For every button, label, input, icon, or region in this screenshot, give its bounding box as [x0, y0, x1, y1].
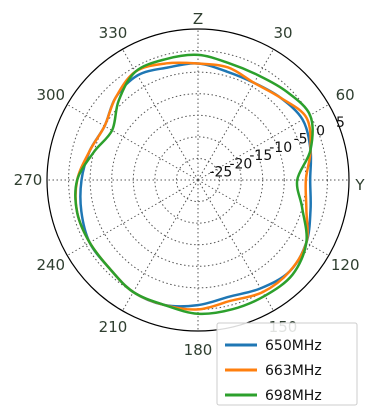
radial-tick-label: -15 — [249, 148, 272, 164]
angle-gridline — [197, 48, 274, 181]
angle-tick-label: 240 — [36, 256, 65, 274]
radial-gridline — [68, 50, 328, 310]
axis-name-top: Z — [193, 10, 203, 28]
angle-tick-label: 30 — [273, 24, 292, 42]
angle-tick-label: 330 — [99, 24, 128, 42]
legend: 650MHz 663MHz 698MHz — [216, 322, 358, 406]
angle-gridline — [122, 179, 199, 312]
angle-gridline — [66, 104, 199, 181]
radial-tick-label: 5 — [336, 115, 345, 131]
radial-tick-label: -10 — [269, 140, 292, 156]
legend-label-1: 663MHz — [265, 363, 322, 379]
grid — [46, 28, 350, 332]
angle-tick-label: 300 — [36, 86, 65, 104]
angle-tick-label: 60 — [336, 86, 355, 104]
radial-tick-label: -25 — [209, 165, 232, 181]
axis-name-right: Y — [354, 176, 365, 194]
series-line-1 — [74, 61, 312, 311]
radial-gridline — [154, 136, 242, 224]
radial-tick-label: -5 — [294, 132, 308, 148]
series-group — [74, 53, 314, 316]
polar-frame — [46, 28, 350, 332]
legend-label-0: 650MHz — [265, 338, 322, 354]
radial-gridline — [175, 157, 221, 203]
angle-gridline — [66, 179, 199, 256]
angle-gridline — [122, 48, 199, 181]
radial-tick-label: -20 — [229, 157, 252, 173]
radial-tick-label: 0 — [316, 124, 325, 140]
radial-gridline — [132, 114, 264, 246]
radial-gridline — [111, 93, 285, 267]
series-line-2 — [74, 53, 314, 316]
labels: 3060120150180210240270300330-25-20-15-10… — [14, 24, 360, 359]
angle-gridline — [197, 179, 274, 312]
angle-gridline — [197, 179, 330, 256]
angle-tick-label: 210 — [99, 318, 128, 336]
angle-tick-label: 180 — [184, 341, 213, 359]
angle-gridline — [197, 104, 330, 181]
legend-label-2: 698MHz — [265, 388, 322, 404]
angle-tick-label: 120 — [331, 256, 360, 274]
angle-tick-label: 270 — [14, 171, 43, 189]
